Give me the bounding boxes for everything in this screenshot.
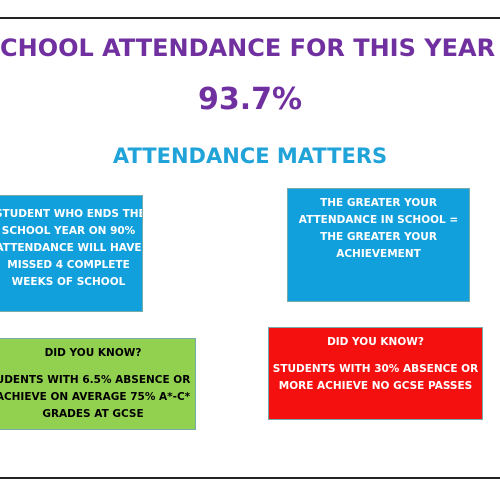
box-heading: DID YOU KNOW? <box>327 336 424 348</box>
box-line: MORE ACHIEVE NO GCSE PASSES <box>278 380 473 392</box>
box-line: STUDENTS WITH 30% ABSENCE OR <box>272 363 479 375</box>
box-line: STUDENT WHO ENDS THE <box>0 208 143 220</box>
box-line: UDENTS WITH 6.5% ABSENCE OR <box>0 374 191 386</box>
box-line: WEEKS OF SCHOOL <box>11 276 126 288</box>
frame-bottom <box>0 477 500 479</box>
info-box: STUDENT WHO ENDS THE SCHOOL YEAR ON 90% AT… <box>0 195 143 312</box>
box-line: ACHIEVEMENT <box>336 248 421 260</box>
box-line: THE GREATER YOUR <box>320 231 437 243</box>
info-box: THE GREATER YOUR ATTENDANCE IN SCHOOL = TH… <box>287 188 470 302</box>
box-line: ACHIEVE ON AVERAGE 75% A*-C* <box>0 391 191 403</box>
info-box: DID YOU KNOW? STUDENTS WITH 30% ABSENCE O… <box>268 327 483 420</box>
box-line: GRADES AT GCSE <box>42 408 144 420</box>
percentage: 93.7% <box>197 82 303 117</box>
box-line: ATTENDANCE IN SCHOOL = <box>298 214 459 226</box>
box-heading: DID YOU KNOW? <box>44 347 142 359</box>
info-box: DID YOU KNOW? UDENTS WITH 6.5% ABSENCE OR… <box>0 338 196 430</box>
box-line: SCHOOL YEAR ON 90% <box>1 225 136 237</box>
box-line: ATTENDANCE WILL HAVE <box>0 242 142 254</box>
box-line: THE GREATER YOUR <box>320 197 437 209</box>
frame-top <box>0 17 500 19</box>
box-line: MISSED 4 COMPLETE <box>7 259 130 271</box>
title: CHOOL ATTENDANCE FOR THIS YEAR <box>0 34 496 62</box>
subtitle: ATTENDANCE MATTERS <box>112 144 388 168</box>
